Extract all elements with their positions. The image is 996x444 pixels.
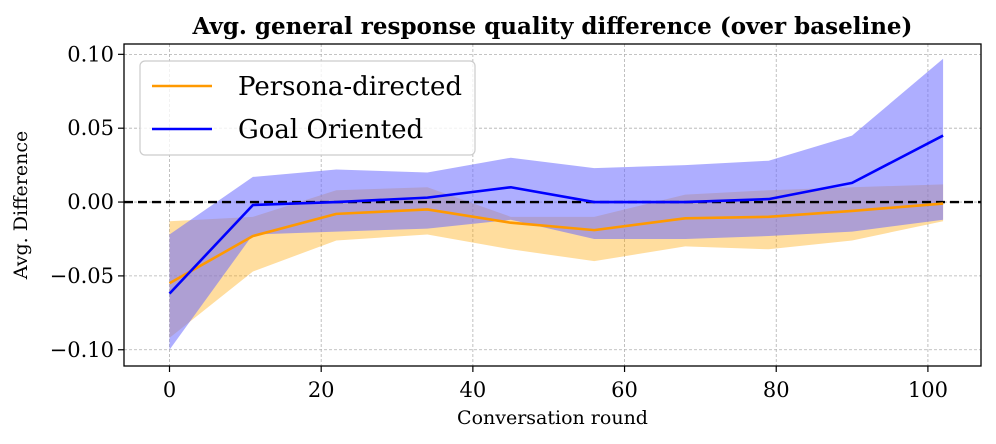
x-tick-label: 0 — [163, 378, 176, 402]
band-goal-oriented — [169, 58, 944, 350]
x-tick-label: 60 — [611, 378, 638, 402]
plot-frame — [123, 43, 982, 367]
legend-label: Persona-directed — [238, 72, 462, 102]
y-tick-label: 0.10 — [67, 42, 114, 66]
x-tick-label: 80 — [763, 378, 790, 402]
x-tick-label: 20 — [308, 378, 335, 402]
y-tick-label: −0.05 — [50, 264, 114, 288]
y-axis-label: Avg. Difference — [10, 131, 32, 280]
series-line-goal-oriented — [168, 134, 944, 295]
x-tick-label: 40 — [460, 378, 487, 402]
legend-box — [139, 60, 476, 156]
legend-label: Goal Oriented — [238, 115, 423, 145]
chart-title: Avg. general response quality difference… — [192, 13, 913, 40]
x-axis-label: Conversation round — [457, 407, 648, 429]
y-tick-label: 0.05 — [67, 116, 114, 140]
y-tick-label: 0.00 — [67, 190, 114, 214]
legend: Persona-directed Goal Oriented — [139, 60, 476, 156]
series-line-persona-directed — [168, 202, 944, 285]
x-tick-label: 100 — [908, 378, 948, 402]
y-tick-label: −0.10 — [50, 338, 114, 362]
